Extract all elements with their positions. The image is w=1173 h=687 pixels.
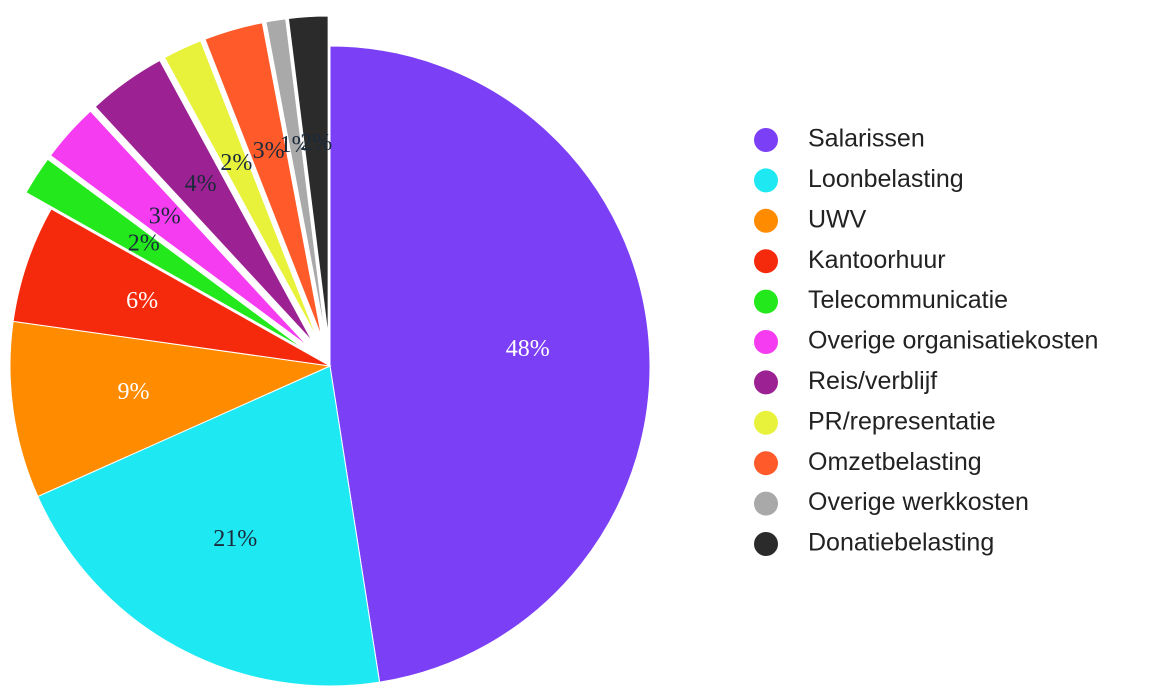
slice-label: 6% (126, 288, 158, 314)
pie-slice (204, 22, 323, 338)
pie-slice (25, 158, 306, 351)
legend-label: Kantoorhuur (808, 246, 946, 274)
legend-label: Overige werkkosten (808, 488, 1029, 516)
legend-swatch (754, 289, 778, 314)
legend-label: Reis/verblijf (808, 367, 937, 395)
legend-swatch (754, 370, 778, 395)
legend-label: Overige organisatiekosten (808, 327, 1098, 355)
pie-slice (94, 59, 313, 342)
pie-slice (49, 110, 309, 347)
pie-slice (265, 18, 326, 337)
slice-label: 21% (213, 526, 257, 552)
legend-label: UWV (808, 205, 867, 233)
legend-label: Omzetbelasting (808, 448, 982, 476)
legend-swatch (754, 410, 778, 435)
pie-slice (9, 320, 332, 498)
slice-label: 4% (185, 171, 217, 197)
slice-label: 9% (118, 379, 150, 405)
legend-label: Loonbelasting (808, 165, 964, 193)
pie-slice (163, 40, 318, 340)
slice-label: 2% (220, 150, 252, 176)
legend-swatch (754, 451, 778, 476)
legend-label: Salarissen (808, 125, 925, 153)
legend-label: Donatiebelasting (808, 529, 994, 557)
legend-swatch (754, 168, 778, 193)
legend-swatch (754, 249, 778, 274)
legend-swatch (754, 330, 778, 354)
legend-swatch (754, 208, 778, 233)
pie-slice (12, 208, 331, 367)
slice-label: 3% (149, 203, 181, 229)
slice-label: 2% (128, 231, 160, 257)
legend-swatch (754, 128, 778, 152)
legend-label: Telecommunicatie (808, 286, 1008, 314)
slice-label: 48% (506, 336, 550, 362)
legend-label: PR/representatie (808, 407, 996, 435)
pie-slice (37, 365, 381, 687)
slice-label: 2% (300, 130, 332, 156)
legend-swatch (754, 491, 778, 516)
slice-label: 3% (253, 138, 285, 164)
pie-slice (287, 15, 329, 337)
pie-slice (329, 45, 651, 683)
legend-swatch (754, 532, 778, 556)
